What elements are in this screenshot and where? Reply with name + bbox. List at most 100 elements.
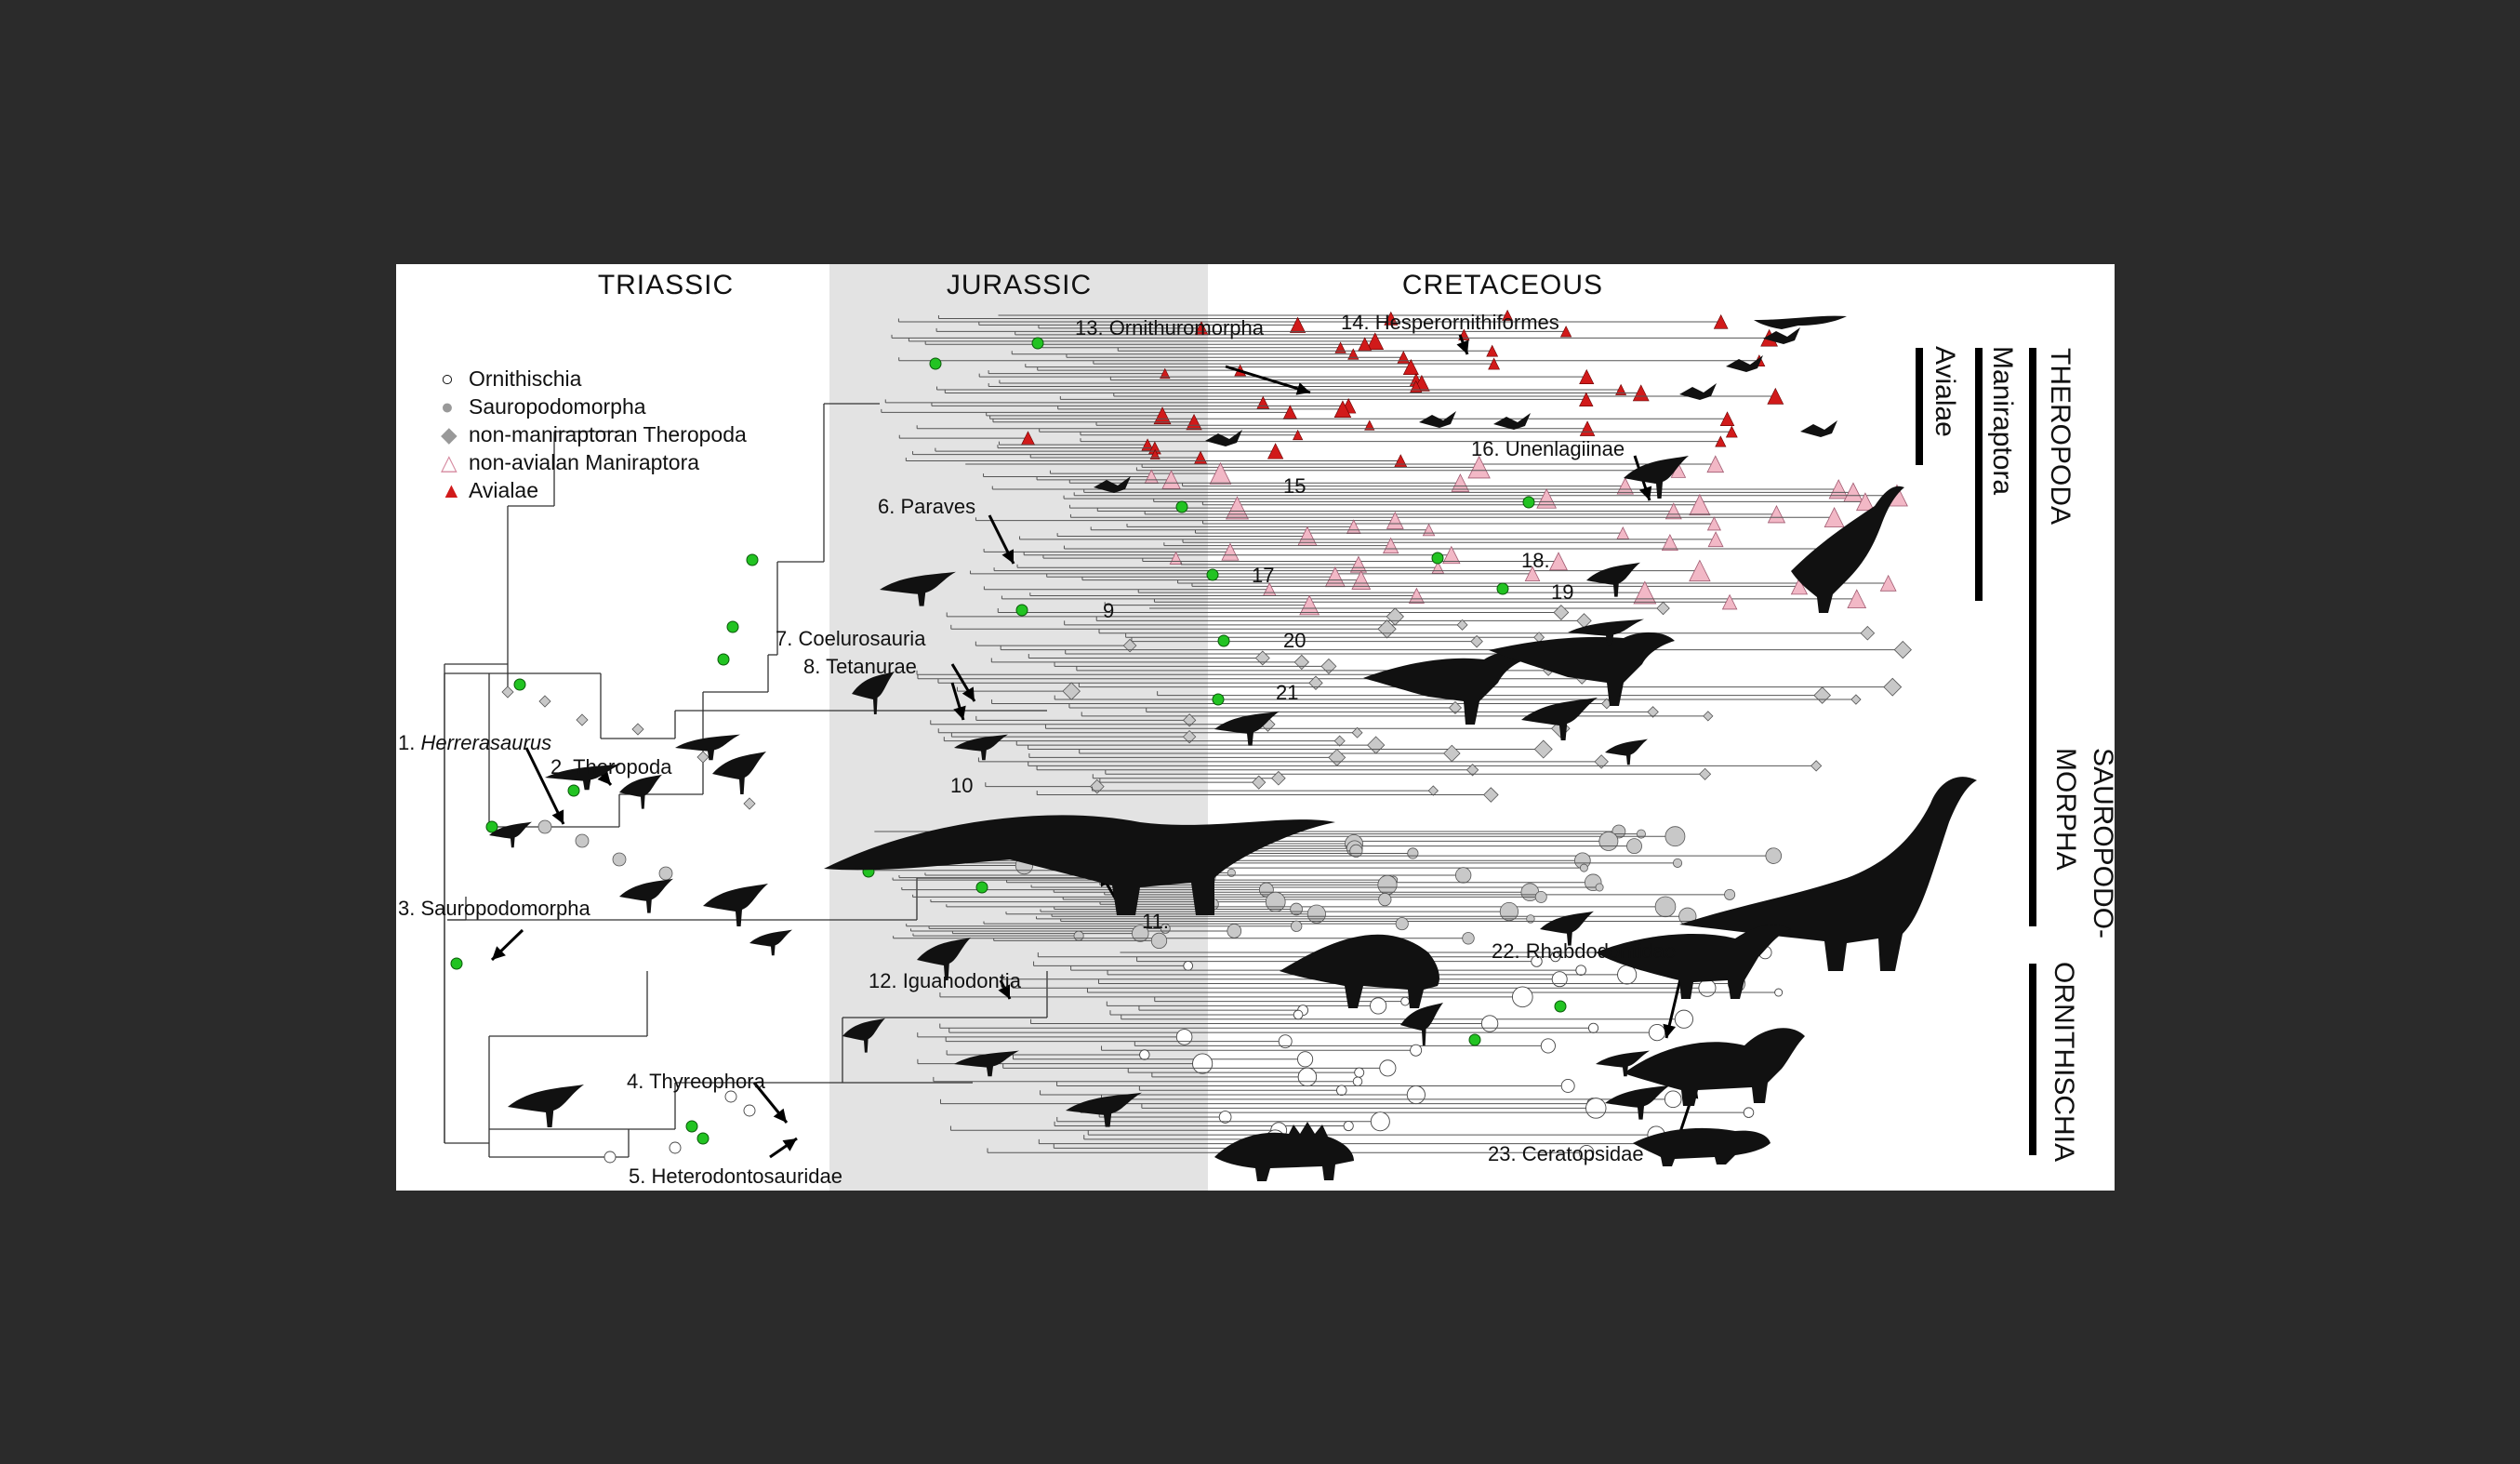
stegosaur-silhouette (1214, 1122, 1354, 1181)
highlight-node-16 (1206, 568, 1219, 581)
tip-grey-circle (1132, 925, 1149, 942)
label-node-20: 20 (1283, 629, 1306, 652)
tip-grey-circle (1499, 901, 1519, 922)
small-ornithischian-silhouette (1596, 1050, 1650, 1077)
highlight-node-13 (929, 357, 942, 370)
clade-sauropodomorpha-bottom: MORPHA (2050, 748, 2081, 871)
tip-grey-circle (1534, 890, 1547, 903)
tip-grey-circle (1579, 863, 1588, 872)
sauropod-silhouette-mid (824, 815, 1335, 915)
tip-triangle-pink (1161, 470, 1181, 489)
pointer-arrowhead-6 (962, 686, 975, 701)
tip-triangle-red (1149, 448, 1161, 459)
tip-grey-circle (1377, 874, 1398, 895)
early-tip-open-11 (669, 1141, 682, 1154)
tip-diamond (1850, 694, 1862, 705)
highlight-node-21 (1468, 1033, 1481, 1046)
tip-grey-circle (1265, 891, 1286, 912)
pointer-arrowhead-11 (1638, 486, 1652, 500)
tip-triangle-red (1364, 419, 1375, 431)
pointer-arrowhead-9 (1295, 382, 1310, 395)
early-tip-diamond-4 (501, 685, 514, 699)
tip-grey-circle (1672, 858, 1683, 868)
tip-triangle-pink (1386, 511, 1404, 529)
pointer-arrowhead-1 (597, 770, 611, 785)
tip-triangle-pink (1351, 570, 1372, 590)
label-node-10: 10 (950, 774, 974, 797)
tip-grey-circle (1150, 932, 1168, 950)
tip-open-circle (1406, 1085, 1426, 1105)
tip-triangle-red (1502, 309, 1514, 321)
tip-open-circle (1354, 1067, 1365, 1078)
tip-open-circle (1560, 1079, 1575, 1093)
tip-triangle-red (1486, 344, 1499, 357)
label-sauropodomorpha: 3. Sauropodomorpha (398, 897, 590, 920)
maniraptora-bar (1975, 348, 1983, 601)
tip-grey-circle (1462, 932, 1475, 945)
tip-grey-circle (1290, 902, 1303, 916)
early-tip-circle-1 (575, 833, 590, 848)
tip-open-circle (1743, 1107, 1755, 1118)
tip-diamond (1483, 787, 1499, 803)
early-tip-diamond-7 (631, 723, 644, 736)
clade-maniraptora: Maniraptora (1987, 346, 2018, 496)
tip-diamond (1647, 706, 1659, 718)
early-tip-circle-0 (537, 819, 552, 834)
highlight-node-9 (567, 784, 580, 797)
bird-silhouette-6 (1205, 430, 1242, 446)
tip-diamond (1351, 726, 1363, 739)
tip-triangle-red (1334, 341, 1346, 353)
tip-diamond (1062, 682, 1081, 700)
tip-grey-circle (1724, 888, 1736, 900)
tip-grey-circle (1454, 867, 1472, 884)
tip-open-circle (1674, 1009, 1693, 1029)
grey-diamond-icon: ◆ (441, 422, 458, 446)
early-tip-open-12 (724, 1090, 737, 1103)
tip-triangle-pink (1633, 580, 1657, 605)
clade-avialae: Avialae (1930, 346, 1960, 437)
label-ornithuromorpha: 13. Ornithuromorpha (1075, 316, 1264, 339)
period-triassic: TRIASSIC (597, 270, 735, 300)
clade-sauropodomorpha-top: SAUROPODO- (2088, 748, 2115, 939)
highlight-node-1 (513, 678, 526, 691)
highlight-node-15 (1522, 496, 1535, 509)
tip-triangle-pink (1824, 507, 1845, 528)
tip-grey-circle (1227, 924, 1242, 938)
highlight-node-14 (1175, 500, 1188, 513)
tip-grey-circle (1073, 930, 1084, 941)
tip-open-circle (1585, 1098, 1607, 1119)
theropod-small-1-silhouette (545, 764, 621, 791)
highlight-node-5 (746, 553, 759, 566)
highlight-node-20 (1212, 693, 1225, 706)
iguanodont-silhouette (1280, 934, 1439, 1008)
tip-open-circle (1296, 1051, 1314, 1068)
tip-grey-circle (1626, 838, 1642, 855)
tip-triangle-red (1615, 383, 1627, 395)
tip-triangle-pink (1790, 578, 1809, 595)
tip-triangle-pink (1847, 589, 1867, 609)
pointer-arrowhead-12 (1663, 1023, 1677, 1038)
clade-theropoda: THEROPODA (2045, 348, 2076, 526)
legend-item-ornithischia: ○ Ornithischia (441, 366, 582, 391)
tip-open-circle (1575, 965, 1586, 976)
tip-diamond (1271, 770, 1286, 786)
pink-triangle-icon: △ (441, 450, 458, 474)
tip-triangle-red (1559, 326, 1572, 338)
tip-diamond (1254, 650, 1270, 666)
label-thyreophora: 4. Thyreophora (627, 1070, 765, 1093)
tip-triangle-pink (1661, 533, 1678, 552)
tip-triangle-red (1347, 348, 1359, 360)
prosauropod-small-2-silhouette (619, 878, 673, 913)
label-hesperornithiformes: 14. Hesperornithiformes (1341, 311, 1559, 334)
tip-diamond (1470, 634, 1483, 648)
tyrannosaur-silhouette-1 (1363, 652, 1526, 725)
highlight-node-18 (1496, 582, 1509, 595)
tip-open-circle (1139, 1049, 1150, 1060)
tip-open-circle (1578, 1145, 1595, 1161)
tip-open-circle (1343, 1120, 1354, 1132)
tip-diamond (1427, 785, 1439, 796)
tip-open-circle (1480, 1015, 1499, 1032)
tip-open-circle (1293, 1009, 1304, 1020)
theropod-small-8-silhouette (1521, 698, 1598, 740)
tip-open-circle (1587, 1022, 1599, 1033)
